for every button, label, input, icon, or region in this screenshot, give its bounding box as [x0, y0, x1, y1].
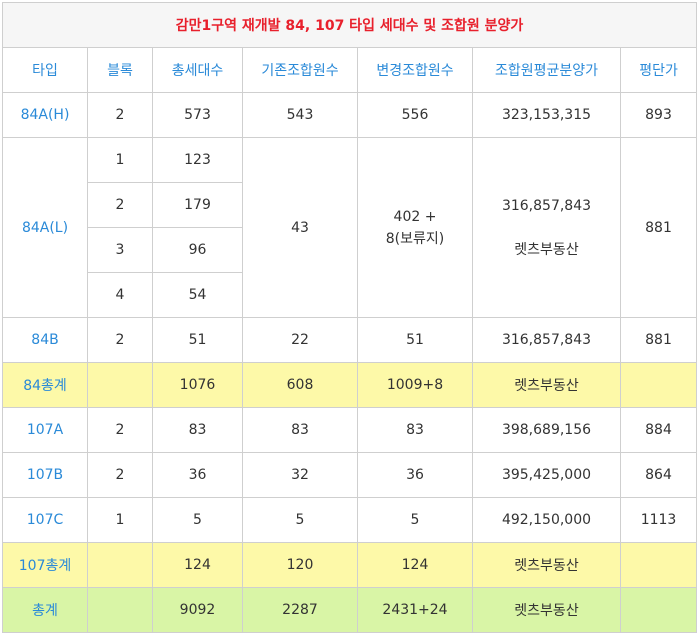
original-members-cell: 608: [242, 362, 358, 408]
title-row: 감만1구역 재개발 84, 107 타입 세대수 및 조합원 분양가: [1, 2, 698, 48]
subtotal-row-84: 84총계 1076 608 1009+8 렛츠부동산: [2, 362, 698, 408]
pyeong-price-cell: 1113: [619, 497, 698, 543]
avg-price-value: 316,857,843: [501, 197, 592, 214]
units-cell: 123: [152, 137, 243, 183]
units-cell: 5: [152, 497, 243, 543]
original-members-cell: 22: [242, 317, 358, 363]
changed-members-cell: 556: [357, 92, 473, 138]
block-cell: 1: [87, 497, 153, 543]
type-cell: 84총계: [2, 362, 88, 408]
type-cell: 107총계: [2, 542, 88, 588]
units-cell: 1076: [152, 362, 243, 408]
original-members-cell: 43: [242, 137, 358, 318]
type-cell: 107C: [2, 497, 88, 543]
pyeong-price-cell: 893: [619, 92, 698, 138]
block-cell: 1: [87, 137, 153, 183]
changed-members-cell: 402 + 8(보류지): [357, 137, 473, 318]
header-total-units: 총세대수: [152, 47, 243, 93]
pyeong-price-cell: [619, 542, 698, 588]
total-row: 총계 9092 2287 2431+24 렛츠부동산: [2, 587, 698, 633]
block-cell: 4: [87, 272, 153, 318]
block-cell: [87, 587, 153, 633]
pyeong-price-cell: [619, 587, 698, 633]
original-members-cell: 120: [242, 542, 358, 588]
avg-price-cell: 렛츠부동산: [472, 587, 621, 633]
header-avg-price: 조합원평균분양가: [472, 47, 621, 93]
pyeong-price-cell: 884: [619, 407, 698, 453]
block-cell: 2: [87, 407, 153, 453]
avg-price-cell: 323,153,315: [472, 92, 621, 138]
spacer: [473, 217, 620, 239]
avg-price-cell: 492,150,000: [472, 497, 621, 543]
block-cell: 2: [87, 92, 153, 138]
avg-price-cell: 렛츠부동산: [472, 362, 621, 408]
block-cell: 2: [87, 182, 153, 228]
watermark-text: 렛츠부동산: [514, 241, 579, 258]
table-row-84al-3: 3 96: [3, 227, 697, 273]
type-cell: 84A(L): [2, 137, 88, 318]
original-members-cell: 2287: [242, 587, 358, 633]
units-cell: 9092: [152, 587, 243, 633]
table-row-107b: 107B 2 36 32 36 395,425,000 864: [2, 452, 698, 498]
units-cell: 51: [152, 317, 243, 363]
avg-price-cell: 렛츠부동산: [472, 542, 621, 588]
units-cell: 124: [152, 542, 243, 588]
original-members-cell: 5: [242, 497, 358, 543]
changed-members-line1: 402 +: [393, 208, 437, 225]
avg-price-cell: 395,425,000: [472, 452, 621, 498]
changed-members-cell: 36: [357, 452, 473, 498]
type-cell: 84A(H): [2, 92, 88, 138]
block-cell: [87, 542, 153, 588]
original-members-cell: 543: [242, 92, 358, 138]
avg-price-cell: 398,689,156: [472, 407, 621, 453]
avg-price-cell: 316,857,843 렛츠부동산: [472, 137, 621, 318]
units-cell: 96: [152, 227, 243, 273]
block-cell: [87, 362, 153, 408]
header-pyeong-price: 평단가: [619, 47, 698, 93]
header-block: 블록: [87, 47, 153, 93]
header-type: 타입: [2, 47, 88, 93]
table-row-84al-2: 2 179: [3, 182, 697, 228]
type-cell: 84B: [2, 317, 88, 363]
units-cell: 179: [152, 182, 243, 228]
changed-members-cell: 2431+24: [357, 587, 473, 633]
changed-members-line2: 8(보류지): [385, 230, 445, 247]
changed-members-cell: 5: [357, 497, 473, 543]
pyeong-price-cell: [619, 362, 698, 408]
changed-members-cell: 124: [357, 542, 473, 588]
table-row-107c: 107C 1 5 5 5 492,150,000 1113: [2, 497, 698, 543]
changed-members-cell: 83: [357, 407, 473, 453]
table-title: 감만1구역 재개발 84, 107 타입 세대수 및 조합원 분양가: [1, 2, 698, 48]
header-changed-members: 변경조합원수: [357, 47, 473, 93]
pyeong-price-cell: 881: [619, 317, 698, 363]
block-cell: 2: [87, 452, 153, 498]
subtotal-row-107: 107총계 124 120 124 렛츠부동산: [2, 542, 698, 588]
units-cell: 36: [152, 452, 243, 498]
table-row-84al-4: 4 54: [3, 272, 697, 318]
avg-price-cell: 316,857,843: [472, 317, 621, 363]
original-members-cell: 32: [242, 452, 358, 498]
type-cell: 총계: [2, 587, 88, 633]
units-cell: 83: [152, 407, 243, 453]
table-row-84al-1: 84A(L) 1 123 43 402 + 8(보류지) 316,857,843…: [2, 137, 698, 318]
block-cell: 2: [87, 317, 153, 363]
header-original-members: 기존조합원수: [242, 47, 358, 93]
pyeong-price-cell: 881: [619, 137, 698, 318]
type-cell: 107A: [2, 407, 88, 453]
units-cell: 573: [152, 92, 243, 138]
type-cell: 107B: [2, 452, 88, 498]
table-row-84ah: 84A(H) 2 573 543 556 323,153,315 893: [2, 92, 698, 138]
changed-members-cell: 51: [357, 317, 473, 363]
units-cell: 54: [152, 272, 243, 318]
block-cell: 3: [87, 227, 153, 273]
pyeong-price-cell: 864: [619, 452, 698, 498]
table-row-84b: 84B 2 51 22 51 316,857,843 881: [2, 317, 698, 363]
header-row: 타입 블록 총세대수 기존조합원수 변경조합원수 조합원평균분양가 평단가: [2, 47, 698, 93]
changed-members-cell: 1009+8: [357, 362, 473, 408]
table-row-107a: 107A 2 83 83 83 398,689,156 884: [2, 407, 698, 453]
original-members-cell: 83: [242, 407, 358, 453]
